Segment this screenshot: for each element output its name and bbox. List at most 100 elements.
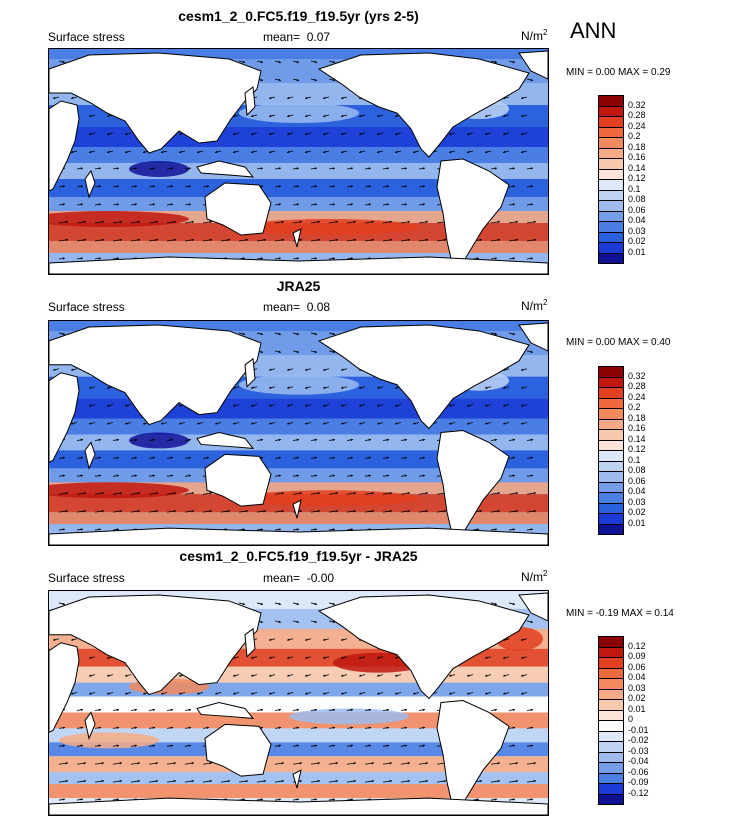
stress-vector <box>112 779 123 783</box>
stress-vector <box>376 674 384 677</box>
stress-vector <box>58 257 66 260</box>
stress-vector <box>124 132 132 136</box>
stress-vector <box>304 132 312 136</box>
colorbar-tick-label: 0.14 <box>628 162 646 173</box>
stress-vector <box>358 692 366 695</box>
stress-vector <box>328 203 336 206</box>
stress-vector <box>58 474 66 477</box>
stress-vector <box>304 404 312 407</box>
landmass <box>292 769 302 789</box>
stress-vector <box>400 726 408 729</box>
colorbar-swatch <box>598 793 624 805</box>
stress-vector <box>286 96 294 100</box>
stress-vector <box>508 779 519 783</box>
stress-vector <box>232 150 240 154</box>
stress-vector <box>310 509 321 513</box>
stress-vector <box>520 96 528 100</box>
colorbar-swatch <box>598 523 624 535</box>
stress-vector <box>328 350 336 353</box>
stress-vector <box>112 762 123 765</box>
stress-vector <box>250 114 258 118</box>
stress-vector <box>376 656 384 659</box>
stress-vector <box>130 744 138 747</box>
stress-vector <box>328 257 336 260</box>
stress-vector <box>274 185 282 188</box>
stress-vector <box>484 132 492 136</box>
stress-vector <box>130 708 138 712</box>
stress-vector <box>160 150 168 154</box>
stress-vector <box>346 185 354 188</box>
stress-vector <box>106 692 114 695</box>
stress-vector <box>418 438 426 442</box>
stress-vector <box>310 257 318 260</box>
stress-vector <box>112 438 120 442</box>
stress-vector <box>184 726 192 729</box>
stress-vector <box>484 386 492 389</box>
stress-vector <box>184 708 192 712</box>
stress-vector <box>88 674 96 677</box>
stress-vector <box>328 708 336 712</box>
stress-vector <box>466 674 474 677</box>
stress-vector <box>508 220 519 224</box>
stress-vector <box>94 167 102 170</box>
stress-vector <box>76 474 84 477</box>
stress-vector <box>112 492 123 495</box>
stress-vector <box>526 456 534 459</box>
stress-vector <box>274 238 285 242</box>
stress-vector <box>184 779 195 783</box>
stress-vector <box>436 238 447 242</box>
stress-vector <box>484 404 492 407</box>
stress-vector <box>304 386 312 389</box>
map-obs <box>48 320 549 546</box>
colorbar-tick-label: 0.12 <box>628 173 646 183</box>
stress-vector <box>328 528 336 531</box>
stress-vector <box>178 422 186 425</box>
stress-vector <box>130 185 138 188</box>
stress-vector <box>232 656 240 659</box>
stress-vector <box>400 492 411 495</box>
stress-vector <box>274 332 282 336</box>
stress-vector <box>232 386 240 389</box>
stress-vector <box>322 422 330 425</box>
stress-vector <box>466 132 474 136</box>
stress-vector <box>220 509 231 513</box>
stress-vector <box>382 509 393 513</box>
stress-vector <box>166 167 174 170</box>
stress-vector <box>214 150 222 154</box>
landmass <box>84 169 96 199</box>
stress-vector <box>340 386 348 389</box>
stress-vector <box>526 78 534 82</box>
panel-title-obs: JRA25 <box>276 278 321 294</box>
stress-vector <box>292 708 300 712</box>
stress-vector <box>76 779 87 783</box>
stress-vector <box>310 438 318 442</box>
stress-vector <box>310 185 318 188</box>
stress-vector <box>400 456 408 459</box>
stress-vector <box>526 620 534 623</box>
stress-vector <box>94 438 102 442</box>
stress-vector <box>346 474 354 477</box>
stress-vector <box>520 368 528 371</box>
stress-vector <box>466 692 474 695</box>
stress-vector <box>184 762 195 765</box>
stress-vector <box>346 509 357 513</box>
stress-vector <box>526 509 537 513</box>
colorbar-tick-label: 0.08 <box>628 465 646 475</box>
stress-vector <box>292 60 300 64</box>
stress-vector <box>286 404 294 407</box>
stress-vector <box>112 203 120 206</box>
stress-vector <box>76 167 84 170</box>
stress-vector <box>526 203 534 206</box>
stress-vector <box>268 114 276 118</box>
stress-vector <box>220 238 231 242</box>
stress-vector <box>292 602 300 606</box>
stress-vector <box>58 762 69 765</box>
stress-vector <box>166 762 177 765</box>
stress-vector <box>148 708 156 712</box>
stress-vector <box>436 779 447 783</box>
stress-vector <box>526 762 537 765</box>
stress-vector <box>340 656 348 659</box>
stress-vector <box>274 602 282 606</box>
stress-vector <box>238 602 246 606</box>
stress-vector <box>124 150 132 154</box>
